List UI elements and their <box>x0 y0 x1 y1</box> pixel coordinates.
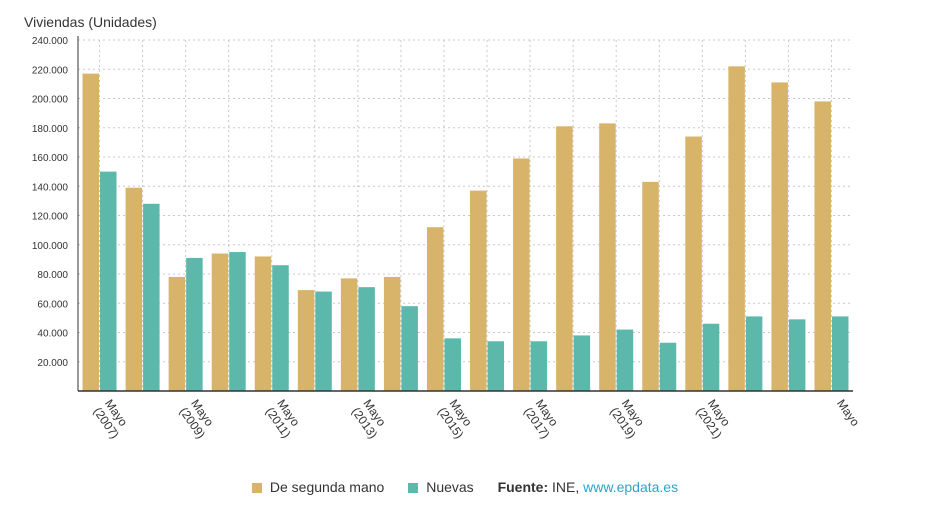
bar-nuevas <box>100 171 117 391</box>
x-tick-label: Mayo(2009) <box>177 397 217 441</box>
bar-nuevas <box>831 316 849 391</box>
bar-nuevas <box>702 323 720 391</box>
bar-nuevas <box>358 287 375 391</box>
y-tick-label: 160.000 <box>32 153 69 164</box>
bar-segunda-mano <box>685 136 702 391</box>
bar-segunda-mano <box>513 158 530 391</box>
bar-segunda-mano <box>82 73 100 391</box>
bar-nuevas <box>272 265 289 391</box>
bar-segunda-mano <box>426 227 444 391</box>
y-axis-title: Viviendas (Unidades) <box>24 14 157 30</box>
bar-nuevas <box>530 341 548 391</box>
bar-segunda-mano <box>383 276 401 391</box>
x-tick-label: Mayo(2011) <box>263 397 303 441</box>
y-tick-label: 20.000 <box>37 358 68 369</box>
bar-segunda-mano <box>125 187 143 391</box>
legend-swatch-segunda-mano <box>251 483 262 494</box>
y-tick-label: 240.000 <box>32 36 69 47</box>
bar-segunda-mano <box>470 190 487 391</box>
bar-segunda-mano <box>599 123 616 392</box>
x-tick-label: Mayo(2021) <box>693 397 733 441</box>
bar-nuevas <box>788 319 806 391</box>
x-tick-label-line: Mayo <box>834 397 862 429</box>
y-tick-label: 180.000 <box>32 124 69 135</box>
bar-segunda-mano <box>340 278 358 391</box>
y-tick-label: 120.000 <box>32 212 69 223</box>
legend-item-nuevas[interactable]: Nuevas <box>408 479 474 496</box>
bar-segunda-mano <box>728 66 745 391</box>
bar-nuevas <box>315 291 332 391</box>
bar-nuevas <box>143 203 160 391</box>
source-link[interactable]: www.epdata.es <box>583 479 679 496</box>
x-tick-label: Mayo(2017) <box>521 397 561 441</box>
bar-nuevas <box>401 306 418 391</box>
bar-nuevas <box>745 316 763 391</box>
y-tick-label: 60.000 <box>37 299 68 310</box>
bar-segunda-mano <box>297 290 315 391</box>
bar-segunda-mano <box>254 256 272 391</box>
bar-nuevas <box>186 257 203 391</box>
bar-nuevas <box>229 252 246 391</box>
bar-nuevas <box>659 342 677 391</box>
y-tick-label: 140.000 <box>32 182 69 193</box>
y-tick-label: 40.000 <box>37 329 68 340</box>
x-tick-label: Mayo(2013) <box>349 397 389 441</box>
chart-legend: De segunda mano Nuevas Fuente: INE, www.… <box>0 478 930 495</box>
x-tick-label: Mayo(2007) <box>91 397 131 441</box>
legend-item-segunda-mano[interactable]: De segunda mano <box>251 479 385 496</box>
x-tick-label: Mayo(2015) <box>435 397 475 441</box>
y-tick-label: 220.000 <box>32 65 69 76</box>
source-note: Fuente: INE, www.epdata.es <box>498 479 679 495</box>
bar-segunda-mano <box>642 181 659 391</box>
bar-segunda-mano <box>168 276 186 391</box>
y-tick-label: 80.000 <box>37 270 68 281</box>
x-tick-label: Mayo <box>834 397 862 429</box>
bar-segunda-mano <box>814 101 831 392</box>
y-tick-label: 200.000 <box>32 95 69 106</box>
source-label: Fuente: <box>497 479 549 496</box>
bar-nuevas <box>573 335 591 391</box>
bar-segunda-mano <box>556 126 573 391</box>
bar-segunda-mano <box>771 82 788 391</box>
y-tick-label: 100.000 <box>32 241 69 252</box>
legend-label-nuevas: Nuevas <box>426 479 474 496</box>
x-tick-label: Mayo(2019) <box>607 397 647 441</box>
bar-nuevas <box>444 338 461 391</box>
legend-swatch-nuevas <box>408 483 419 494</box>
bar-nuevas <box>616 329 634 391</box>
source-text: INE, <box>552 479 580 496</box>
legend-label-segunda-mano: De segunda mano <box>269 479 385 496</box>
bar-segunda-mano <box>211 253 229 391</box>
bar-nuevas <box>487 341 505 391</box>
